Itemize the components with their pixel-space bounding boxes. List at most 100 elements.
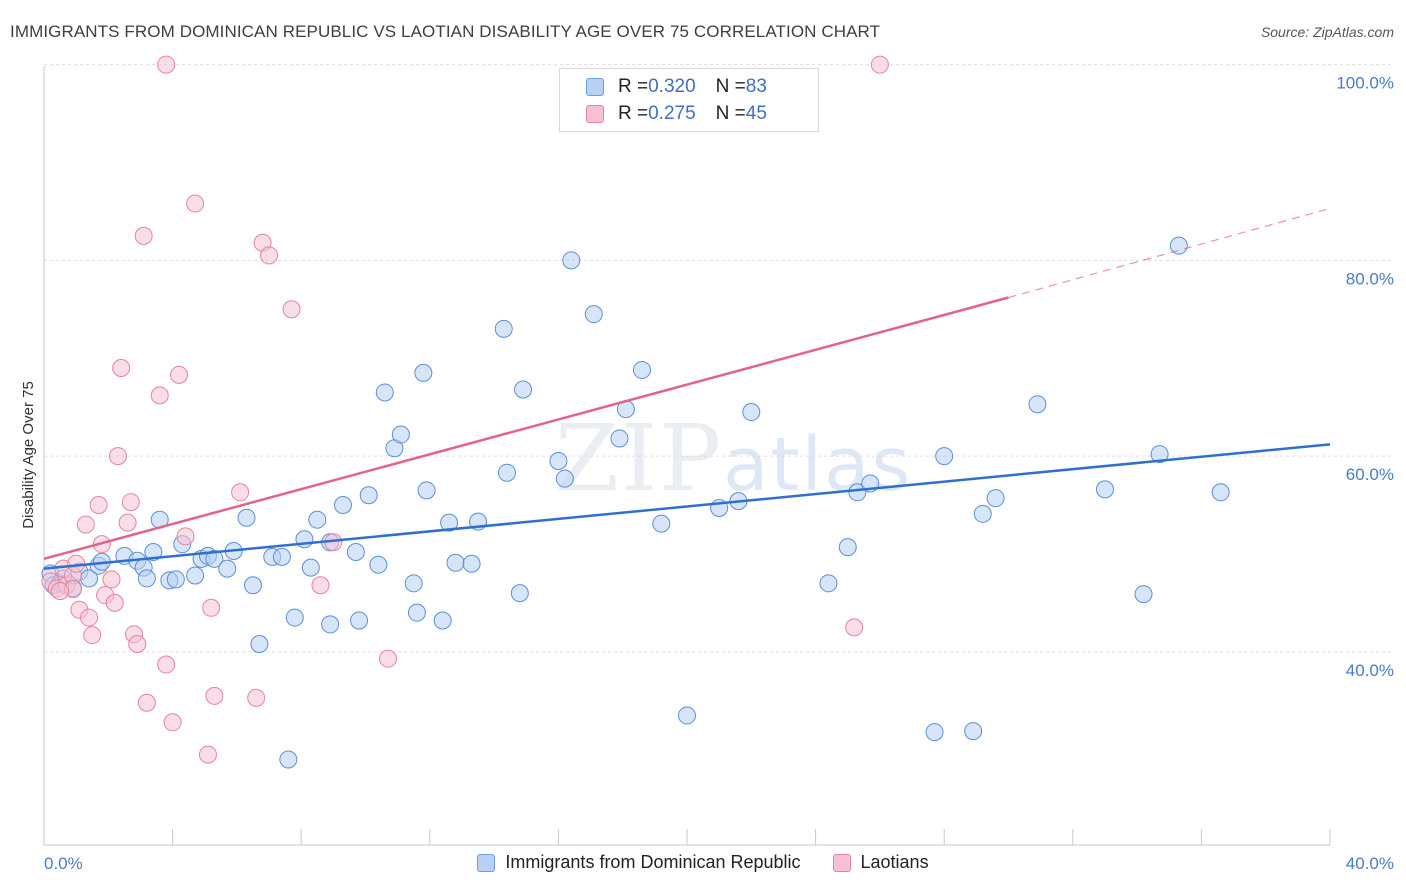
point-dominican	[838, 538, 857, 557]
point-laotian	[137, 693, 156, 712]
legend-n-label: N =	[715, 76, 746, 97]
point-dominican	[1150, 445, 1169, 464]
point-dominican	[272, 547, 291, 566]
point-dominican	[250, 634, 269, 653]
x-tick-label-min: 0.0%	[44, 854, 83, 873]
point-laotian	[134, 226, 153, 245]
point-dominican	[1095, 480, 1114, 499]
point-laotian	[260, 246, 279, 265]
point-dominican	[610, 429, 629, 448]
point-laotian	[202, 598, 221, 617]
point-laotian	[176, 527, 195, 546]
point-dominican	[494, 319, 513, 338]
series-legend-swatch-laotians	[832, 853, 851, 872]
axis-labels: 40.0% 60.0% 80.0% 100.0% 0.0% 40.0% Disability…	[20, 74, 1394, 873]
point-dominican	[205, 549, 224, 568]
point-dominican	[632, 360, 651, 379]
point-laotian	[870, 55, 889, 74]
point-dominican	[166, 570, 185, 589]
point-laotian	[311, 576, 330, 595]
point-dominican	[652, 514, 671, 533]
correlation-legend: R = 0.320 N = 83 R = 0.275 N = 45	[559, 68, 819, 132]
legend-r-label: R =	[618, 103, 649, 124]
point-laotian	[112, 358, 131, 377]
point-dominican	[404, 574, 423, 593]
point-laotian	[51, 582, 70, 601]
point-dominican	[742, 403, 761, 422]
series-legend-swatch-dominican	[477, 853, 496, 872]
point-dominican	[935, 447, 954, 466]
point-laotian	[89, 496, 108, 515]
point-dominican	[237, 508, 256, 527]
point-dominican	[514, 380, 533, 399]
point-dominican	[285, 608, 304, 627]
point-dominican	[218, 559, 237, 578]
point-dominican	[964, 722, 983, 741]
point-dominican	[321, 615, 340, 634]
point-dominican	[678, 706, 696, 725]
watermark-zip: ZIP	[555, 405, 724, 512]
series-legend-label: Laotians	[860, 852, 929, 872]
point-dominican	[584, 305, 603, 324]
data-points	[41, 55, 1230, 769]
point-laotian	[102, 570, 121, 589]
point-dominican	[369, 555, 388, 574]
point-dominican	[819, 574, 838, 593]
point-dominican	[333, 496, 352, 515]
legend-r-label: R =	[618, 76, 649, 97]
series-legend-item-laotians: Laotians	[832, 852, 929, 873]
point-laotian	[128, 634, 147, 653]
point-laotian	[282, 300, 301, 319]
point-laotian	[379, 649, 398, 668]
legend-row-laotian: R = 0.275 N = 45	[586, 102, 767, 126]
point-dominican	[346, 542, 365, 561]
point-laotian	[108, 447, 127, 466]
point-laotian	[157, 655, 176, 674]
series-legend: Immigrants from Dominican Republic Laoti…	[0, 852, 1406, 873]
point-dominican	[350, 611, 369, 630]
legend-r-value: 0.275	[648, 103, 696, 124]
point-laotian	[150, 386, 169, 405]
point-laotian	[845, 618, 864, 637]
point-dominican	[243, 576, 262, 595]
point-dominican	[446, 553, 465, 572]
point-dominican	[549, 451, 568, 470]
legend-row-dominican: R = 0.320 N = 83	[586, 75, 767, 99]
point-dominican	[417, 481, 436, 500]
legend-r-value: 0.320	[648, 76, 696, 97]
point-dominican	[359, 486, 378, 505]
point-dominican	[1028, 395, 1047, 414]
y-tick-label: 60.0%	[1346, 465, 1394, 484]
point-dominican	[375, 383, 394, 402]
y-axis-title: Disability Age Over 75	[20, 381, 37, 529]
point-dominican	[414, 363, 433, 382]
point-dominican	[925, 723, 944, 742]
point-laotian	[163, 713, 182, 732]
watermark: ZIPatlas	[555, 405, 912, 512]
point-laotian	[83, 626, 102, 645]
trend-line-laotian	[43, 296, 1009, 561]
legend-swatch-dominican	[586, 78, 604, 96]
trend-line-dominican	[43, 443, 1331, 570]
grid-lines	[44, 64, 1392, 653]
point-dominican	[440, 513, 459, 532]
axes	[43, 66, 1331, 846]
point-laotian	[186, 194, 205, 213]
point-dominican	[279, 750, 298, 769]
point-laotian	[157, 55, 176, 74]
point-laotian	[198, 745, 217, 764]
y-tick-label: 80.0%	[1346, 269, 1394, 288]
point-laotian	[121, 493, 140, 512]
legend-n-label: N =	[715, 103, 746, 124]
trend-lines	[43, 207, 1331, 570]
point-dominican	[308, 510, 327, 529]
point-dominican	[848, 483, 867, 502]
point-laotian	[105, 593, 124, 612]
point-laotian	[76, 515, 95, 534]
series-legend-item-dominican: Immigrants from Dominican Republic	[477, 852, 801, 873]
point-dominican	[986, 489, 1005, 508]
point-laotian	[231, 483, 250, 502]
chart-title: IMMIGRANTS FROM DOMINICAN REPUBLIC VS LA…	[10, 22, 881, 41]
point-laotian	[205, 686, 224, 705]
